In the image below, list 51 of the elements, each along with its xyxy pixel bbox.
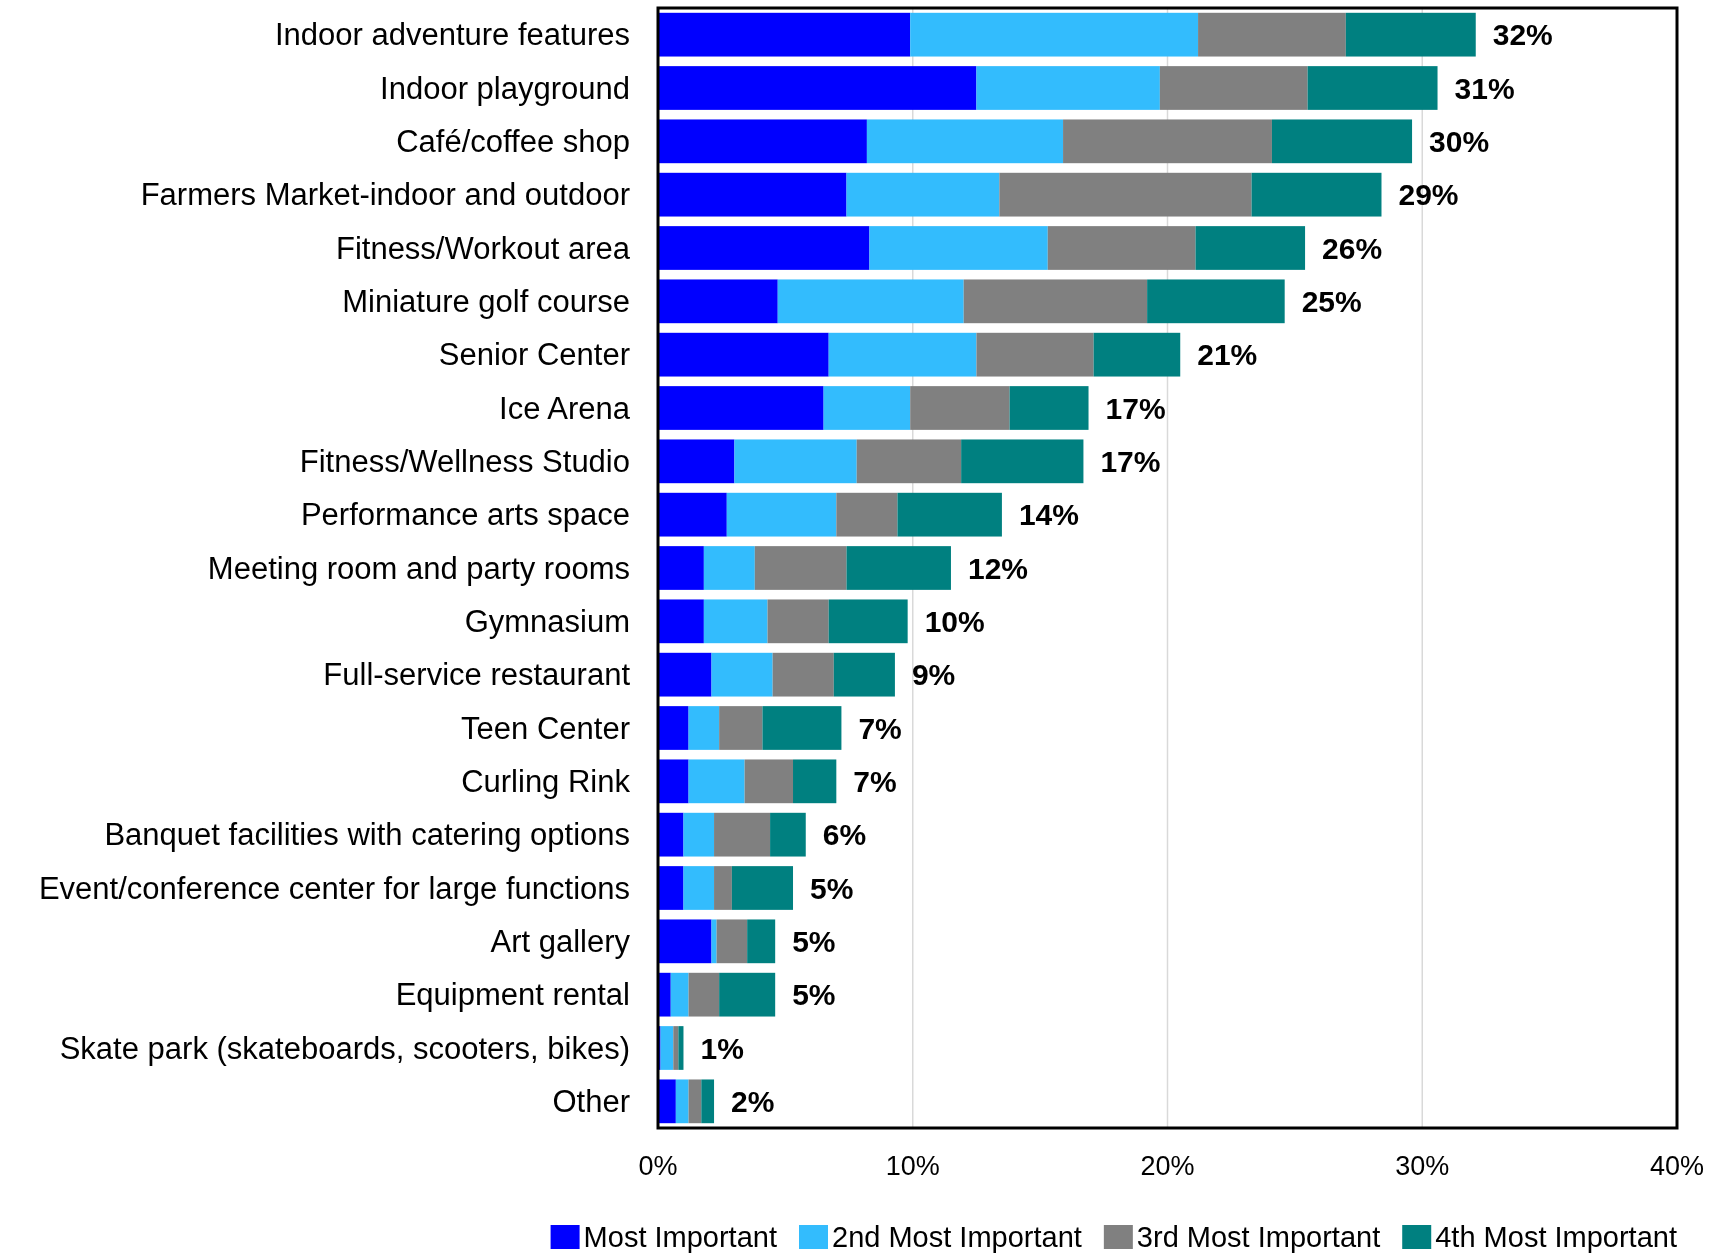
total-label: 5% — [792, 978, 836, 1012]
y-tick-label: Full-service restaurant — [323, 657, 631, 693]
y-tick-label: Indoor adventure features — [274, 17, 630, 53]
total-label: 29% — [1398, 178, 1459, 212]
total-label: 30% — [1429, 124, 1490, 158]
total-label: 6% — [822, 818, 867, 852]
y-tick-label: Café/coffee shop — [396, 123, 630, 159]
legend-label: 4th Most Important — [1435, 1221, 1677, 1253]
y-tick-label: Teen Center — [461, 710, 630, 746]
x-tick-label: 30% — [1395, 1151, 1450, 1181]
y-tick-label: Performance arts space — [300, 497, 630, 533]
total-label: 10% — [924, 604, 985, 638]
y-tick-label: Event/conference center for large functions — [38, 870, 630, 906]
y-tick-label: Miniature golf course — [342, 283, 630, 319]
y-tick-label: Skate park (skateboards, scooters, bikes) — [59, 1030, 630, 1066]
legend-label: Most Important — [583, 1221, 777, 1253]
total-label: 21% — [1197, 338, 1258, 372]
total-label: 5% — [810, 871, 854, 905]
total-label: 5% — [792, 924, 836, 958]
x-tick-label: 20% — [1140, 1151, 1195, 1181]
y-tick-label: Equipment rental — [395, 977, 630, 1013]
y-tick-label: Indoor playground — [380, 70, 630, 106]
total-label: 17% — [1100, 444, 1161, 478]
total-label: 9% — [911, 658, 956, 692]
total-label: 26% — [1322, 231, 1383, 265]
total-label: 25% — [1301, 284, 1362, 318]
total-label: 31% — [1454, 71, 1515, 105]
y-tick-label: Art gallery — [490, 923, 631, 959]
y-tick-label: Ice Arena — [499, 390, 631, 426]
total-label: 7% — [853, 764, 897, 798]
x-tick-label: 40% — [1649, 1151, 1705, 1181]
y-tick-label: Fitness/Wellness Studio — [299, 443, 630, 479]
total-label: 14% — [1018, 498, 1079, 532]
total-label: 7% — [858, 711, 902, 745]
total-label: 1% — [700, 1031, 744, 1065]
y-tick-label: Banquet facilities with catering options — [104, 817, 630, 853]
total-label: 32% — [1492, 18, 1553, 52]
x-tick-label: 10% — [885, 1151, 940, 1181]
total-label: 2% — [731, 1084, 775, 1118]
y-tick-label: Meeting room and party rooms — [207, 550, 630, 586]
y-tick-label: Curling Rink — [461, 763, 631, 799]
legend-label: 2nd Most Important — [832, 1221, 1082, 1253]
total-label: 17% — [1105, 391, 1166, 425]
y-tick-label: Farmers Market-indoor and outdoor — [140, 177, 630, 213]
y-tick-label: Fitness/Workout area — [335, 230, 631, 266]
total-label: 12% — [967, 551, 1029, 585]
legend-label: 3rd Most Important — [1136, 1221, 1381, 1253]
y-tick-label: Gymnasium — [464, 603, 630, 639]
y-tick-label: Senior Center — [438, 337, 630, 373]
x-tick-label: 0% — [638, 1151, 678, 1181]
y-tick-label: Other — [552, 1083, 630, 1119]
